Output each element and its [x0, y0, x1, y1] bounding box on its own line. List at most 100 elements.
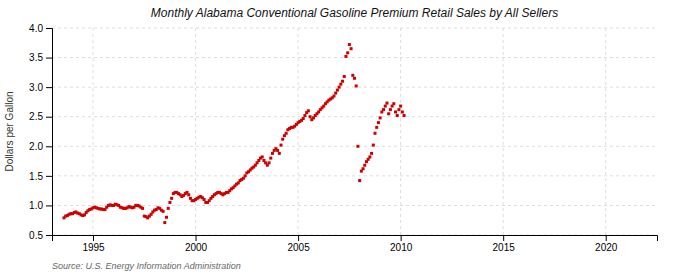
grid-line — [400, 28, 401, 235]
tick-mark — [46, 87, 52, 88]
point — [278, 152, 281, 155]
point — [309, 115, 312, 118]
title: Monthly Alabama Conventional Gasoline Pr… — [151, 6, 558, 20]
point — [377, 121, 380, 124]
tick-label: 2010 — [390, 242, 413, 253]
grid — [52, 28, 657, 235]
point — [350, 47, 353, 50]
points — [62, 43, 405, 224]
tick-mark — [46, 146, 52, 147]
point — [276, 149, 279, 152]
point — [244, 174, 247, 177]
tick: 1.5 — [29, 171, 52, 182]
tick-label: 0.5 — [29, 230, 43, 241]
grid-line — [52, 146, 657, 147]
point — [339, 83, 342, 86]
point — [353, 77, 356, 80]
x-axis: 199520002005201020152020 — [53, 235, 658, 253]
point — [403, 114, 406, 117]
point — [167, 207, 170, 210]
plot: 1995200020052010201520200.51.01.52.02.53… — [29, 23, 657, 253]
point — [281, 138, 284, 141]
tick-mark — [606, 235, 607, 241]
point — [351, 74, 354, 77]
point — [203, 198, 206, 201]
point — [363, 164, 366, 167]
point — [348, 43, 351, 46]
point — [303, 114, 306, 117]
tick-label: 1995 — [82, 242, 105, 253]
grid-line — [52, 205, 657, 206]
grid-line — [52, 116, 657, 117]
y-axis: 0.5 1.0 1.5 2.0 2.5 3.0 3.5 4.0 — [29, 23, 52, 241]
point — [394, 110, 397, 113]
tick: 2005 — [287, 235, 310, 253]
source: Source: U.S. Energy Information Administ… — [52, 261, 241, 271]
tick-label: 1.5 — [29, 171, 43, 182]
point — [341, 80, 344, 83]
tick-label: 2.0 — [29, 141, 43, 152]
point — [358, 179, 361, 182]
point — [401, 110, 404, 113]
tick: 2010 — [390, 235, 413, 253]
point — [344, 55, 347, 58]
grid-line — [503, 28, 504, 235]
grid-line — [52, 175, 657, 176]
point — [399, 105, 402, 108]
tick: 2.5 — [29, 111, 52, 122]
point — [165, 216, 168, 219]
point — [375, 126, 378, 129]
tick-mark — [93, 235, 94, 241]
tick-label: 2015 — [493, 242, 516, 253]
point — [268, 161, 271, 164]
tick-mark — [401, 235, 402, 241]
y-axis-title: Dollars per Gallon — [4, 91, 15, 171]
tick-label: 3.0 — [29, 82, 43, 93]
axis-line — [46, 29, 53, 236]
point — [170, 197, 173, 200]
tick-mark — [196, 235, 197, 241]
point — [163, 221, 166, 224]
point — [307, 109, 310, 112]
point — [271, 152, 274, 155]
point — [397, 108, 400, 111]
tick: 0.5 — [29, 230, 52, 241]
grid-line — [52, 57, 657, 58]
tick-label: 1.0 — [29, 200, 43, 211]
point — [285, 132, 288, 135]
tick: 1995 — [82, 235, 105, 253]
grid-line — [605, 28, 606, 235]
chart: 1995200020052010201520200.51.01.52.02.53… — [0, 0, 675, 275]
tick-mark — [46, 117, 52, 118]
tick: 1.0 — [29, 200, 52, 211]
grid-line — [52, 28, 657, 29]
axis-line — [53, 236, 658, 242]
tick-label: 4.0 — [29, 23, 43, 34]
tick-mark — [46, 235, 52, 236]
point — [336, 89, 339, 92]
grid-line — [52, 87, 657, 88]
point — [280, 144, 283, 147]
point — [379, 116, 382, 119]
grid-line — [195, 28, 196, 235]
tick-label: 2020 — [595, 242, 618, 253]
point — [384, 105, 387, 108]
point — [162, 210, 165, 213]
point — [370, 152, 373, 155]
point — [387, 112, 390, 115]
tick: 3.5 — [29, 52, 52, 63]
tick-mark — [46, 58, 52, 59]
point — [269, 157, 272, 160]
point — [302, 117, 305, 120]
point — [343, 75, 346, 78]
point — [332, 95, 335, 98]
tick: 2.0 — [29, 141, 52, 152]
point — [362, 167, 365, 170]
tick: 4.0 — [29, 23, 52, 34]
point — [392, 102, 395, 105]
tick-label: 2005 — [287, 242, 310, 253]
point — [168, 201, 171, 204]
point — [382, 108, 385, 111]
tick-mark — [298, 235, 299, 241]
point — [187, 193, 190, 196]
